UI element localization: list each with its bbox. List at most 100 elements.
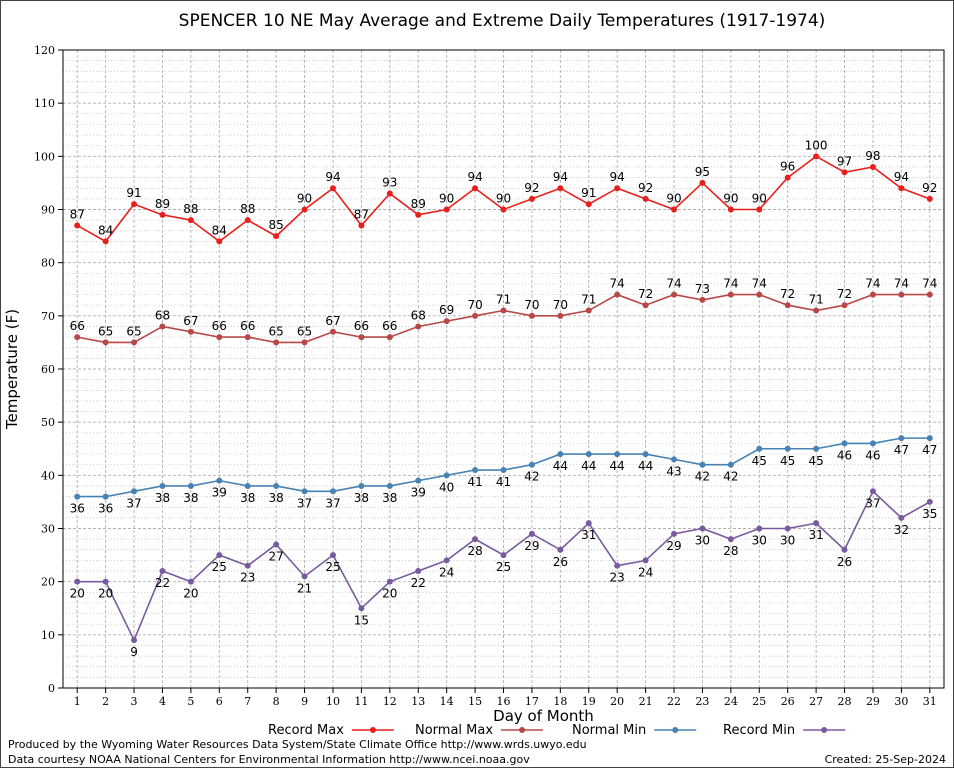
data-label: 91 [581,186,596,200]
x-tick-label: 2 [102,695,109,708]
data-label: 32 [894,523,909,537]
x-tick-label: 25 [752,695,766,708]
data-point [159,568,166,575]
data-point [784,525,791,532]
legend-marker [672,727,679,733]
data-label: 38 [354,491,369,505]
x-tick-label: 17 [525,695,539,708]
data-point [187,482,194,489]
data-point [500,552,507,559]
data-label: 38 [183,491,198,505]
data-point [443,318,450,325]
data-label: 39 [411,486,426,500]
data-label: 90 [752,192,767,206]
x-tick-label: 15 [468,695,482,708]
data-point [585,201,592,208]
data-point [557,451,564,458]
data-point [500,206,507,213]
data-label: 39 [212,486,227,500]
y-tick-label: 120 [34,44,55,57]
data-label: 37 [297,496,312,510]
y-tick-label: 60 [41,363,55,376]
x-tick-label: 27 [809,695,823,708]
data-point [443,206,450,213]
data-label: 66 [354,319,369,333]
data-point [528,530,535,537]
data-point [642,195,649,202]
footer-produced-by: Produced by the Wyoming Water Resources … [8,738,587,751]
data-label: 23 [240,571,255,585]
legend-item: Normal Max [415,723,544,738]
data-label: 9 [130,645,138,659]
data-point [614,451,621,458]
data-point [756,291,763,298]
data-point [671,530,678,537]
series-record-max: 87 84 91 89 88 84 88 85 90 94 87 93 89 90 94 90 92 94 91 94… [70,138,937,245]
data-point [301,573,308,580]
data-point [869,163,876,170]
y-tick-label: 40 [41,469,55,482]
data-label: 38 [382,491,397,505]
data-point [216,238,223,245]
data-point [500,307,507,314]
data-label: 38 [269,491,284,505]
data-label: 67 [325,314,340,328]
y-axis-ticks: 0 10 20 30 40 50 60 70 80 90 100 110 120 [34,44,63,695]
data-label: 37 [865,496,880,510]
data-point [187,328,194,335]
data-point [102,578,109,585]
data-label: 73 [695,282,710,296]
series-record-min: 20 20 9 22 20 25 23 27 21 25 15 20 22 24 28 25 29 26 31 23 2… [70,488,937,659]
data-point [329,185,336,192]
data-point [472,467,479,474]
data-label: 65 [98,324,113,338]
data-point [528,461,535,468]
data-label: 27 [269,549,284,563]
data-label: 66 [240,319,255,333]
data-point [472,312,479,319]
data-label: 20 [183,587,198,601]
data-label: 44 [638,459,653,473]
data-point [699,296,706,303]
data-point [671,456,678,463]
data-label: 92 [638,181,653,195]
x-tick-label: 30 [894,695,908,708]
data-label: 30 [780,534,795,548]
data-label: 97 [837,154,852,168]
data-label: 30 [752,534,767,548]
x-tick-label: 22 [667,695,681,708]
data-label: 72 [837,287,852,301]
data-label: 20 [70,587,85,601]
x-tick-label: 26 [781,695,795,708]
data-point [386,334,393,341]
data-point [443,472,450,479]
data-point [159,323,166,330]
data-label: 41 [467,475,482,489]
x-tick-label: 28 [838,695,852,708]
x-tick-label: 16 [497,695,511,708]
data-point [329,552,336,559]
data-point [528,195,535,202]
data-label: 26 [553,555,568,569]
data-point [301,488,308,495]
data-point [699,179,706,186]
y-tick-label: 50 [41,416,55,429]
data-point [415,568,422,575]
data-point [187,217,194,224]
data-label: 96 [780,160,795,174]
data-point [386,190,393,197]
data-label: 24 [638,565,653,579]
data-label: 74 [894,277,909,291]
y-tick-label: 0 [48,682,55,695]
data-label: 89 [155,197,170,211]
data-label: 69 [439,303,454,317]
data-point [614,185,621,192]
data-label: 74 [610,277,625,291]
data-point [784,445,791,452]
data-point [415,477,422,484]
data-point [926,498,933,505]
chart-title: SPENCER 10 NE May Average and Extreme Da… [179,11,826,31]
data-point [869,488,876,495]
legend-marker [821,727,828,733]
data-label: 72 [638,287,653,301]
